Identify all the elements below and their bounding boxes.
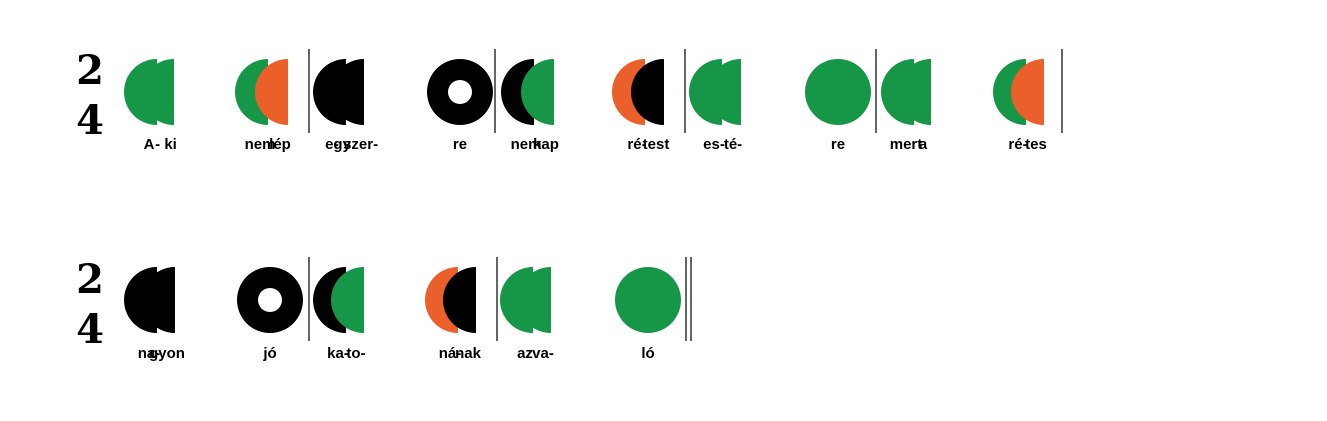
- green-whole-note: [805, 59, 871, 125]
- green-half-note: [521, 59, 554, 125]
- time-signature-bottom: 4: [76, 306, 104, 353]
- lyric-syllable: na-: [138, 345, 161, 362]
- black-ring-note: [427, 59, 493, 125]
- lyric-syllable: az: [517, 345, 533, 362]
- time-signature-bottom: 4: [76, 97, 104, 144]
- lyric-syllable: ré-: [1008, 136, 1027, 153]
- lyric-syllable: es-: [703, 136, 725, 153]
- green-whole-note: [615, 267, 681, 333]
- lyric-syllable: kap: [533, 136, 559, 153]
- time-signature-top: 2: [76, 47, 104, 94]
- green-half-note: [141, 59, 174, 125]
- green-half-note: [898, 59, 931, 125]
- lyric-syllable: test: [643, 136, 670, 153]
- lyric-syllable: jó: [262, 345, 276, 362]
- lyric-syllable: to-: [346, 345, 365, 362]
- lyric-syllable: té-: [724, 136, 742, 153]
- lyric-syllable: re: [453, 136, 467, 153]
- lyric-syllable: nem: [511, 136, 542, 153]
- lyric-syllable: - szer-: [334, 136, 378, 153]
- lyric-syllable: ré-: [627, 136, 646, 153]
- lyric-syllable: va-: [532, 345, 554, 362]
- lyric-syllable: tes: [1025, 136, 1047, 153]
- orange-half-note: [1011, 59, 1044, 125]
- lyric-syllable: lép: [269, 136, 291, 153]
- black-ring-note: [237, 266, 304, 334]
- green-half-note: [708, 59, 741, 125]
- lyric-syllable: re: [831, 136, 845, 153]
- lyric-syllable: ná-: [439, 345, 462, 362]
- lyric-syllable: A: [144, 136, 155, 153]
- lyric-syllable: nak: [455, 345, 482, 362]
- black-half-note: [631, 59, 664, 125]
- green-half-note: [518, 267, 551, 333]
- lyric-syllable: ka-: [327, 345, 349, 362]
- lyric-syllable: nem: [245, 136, 276, 153]
- black-half-note: [142, 267, 175, 333]
- lyric-syllable: a: [919, 136, 928, 153]
- lyric-syllable: gyon: [149, 345, 185, 362]
- orange-half-note: [255, 59, 288, 125]
- green-half-note: [331, 267, 364, 333]
- lyric-syllable: egy: [325, 136, 352, 153]
- lyric-syllable: mert: [890, 136, 923, 153]
- lyric-syllable: - ki: [155, 136, 177, 153]
- black-half-note: [443, 267, 476, 333]
- time-signature-top: 2: [76, 256, 104, 303]
- black-half-note: [331, 59, 364, 125]
- score-line-2: 2 4 na-gyon jó ka-to-ná-nak az va-ló: [76, 256, 692, 362]
- lyric-syllable: ló: [641, 345, 654, 362]
